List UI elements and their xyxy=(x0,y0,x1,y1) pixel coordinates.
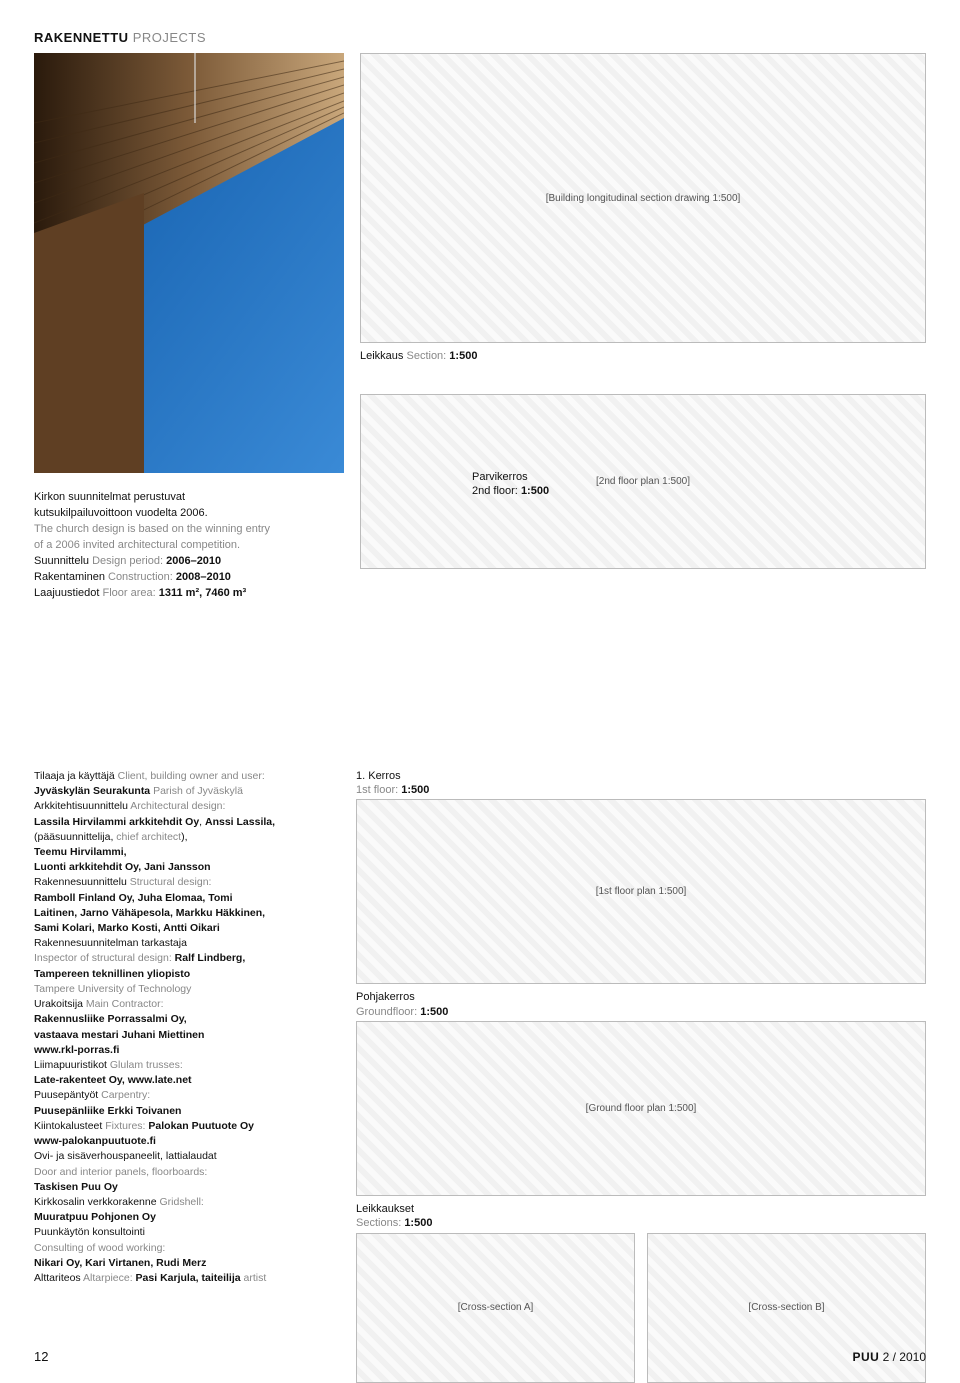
floor2-plan: [2nd floor plan 1:500] xyxy=(360,394,926,569)
magazine-id: PUU 2 / 2010 xyxy=(852,1350,926,1364)
header-fi: RAKENNETTU xyxy=(34,30,129,45)
page-number: 12 xyxy=(34,1349,48,1364)
page-footer: 12 PUU 2 / 2010 xyxy=(34,1349,926,1364)
floor1-plan: [1st floor plan 1:500] xyxy=(356,799,926,984)
section-drawing-block: [Building longitudinal section drawing 1… xyxy=(360,53,926,569)
section-drawing-label: [Building longitudinal section drawing 1… xyxy=(546,193,741,204)
floor1-block: 1. Kerros 1st floor: 1:500 [1st floor pl… xyxy=(356,769,926,985)
plans-column: 1. Kerros 1st floor: 1:500 [1st floor pl… xyxy=(356,769,926,1383)
groundfloor-caption: Pohjakerros Groundfloor: 1:500 xyxy=(356,990,926,1019)
header-en: PROJECTS xyxy=(133,30,206,45)
main-grid: Tilaaja ja käyttäjä Client, building own… xyxy=(34,769,926,1383)
groundfloor-plan: [Ground floor plan 1:500] xyxy=(356,1021,926,1196)
groundfloor-block: Pohjakerros Groundfloor: 1:500 [Ground f… xyxy=(356,990,926,1196)
intro-block: Kirkon suunnitelmat perustuvat kutsukilp… xyxy=(34,490,344,602)
sections-caption: Leikkaukset Sections: 1:500 xyxy=(356,1202,926,1231)
hero-photo xyxy=(34,53,344,473)
section-caption: Leikkaus Section: 1:500 xyxy=(360,349,926,364)
floor2-caption: Parvikerros 2nd floor: 1:500 xyxy=(472,470,549,499)
floor1-plan-label: [1st floor plan 1:500] xyxy=(596,886,687,897)
floor2-plan-label: [2nd floor plan 1:500] xyxy=(596,476,690,487)
groundfloor-plan-label: [Ground floor plan 1:500] xyxy=(586,1103,697,1114)
section-header: RAKENNETTU PROJECTS xyxy=(34,30,926,45)
section-drawing: [Building longitudinal section drawing 1… xyxy=(360,53,926,343)
credits-column: Tilaaja ja käyttäjä Client, building own… xyxy=(34,769,344,1383)
floor1-caption: 1. Kerros 1st floor: 1:500 xyxy=(356,769,926,798)
